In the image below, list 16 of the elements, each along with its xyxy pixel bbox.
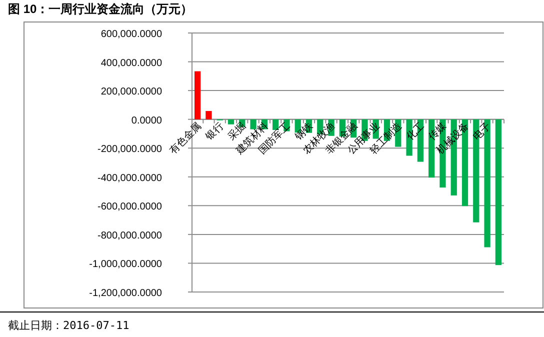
x-tick-label: 电子 xyxy=(470,120,494,143)
x-tick-label: 化工 xyxy=(404,120,427,143)
x-tick-label: 有色金属 xyxy=(166,120,204,157)
x-tick-label: 银行 xyxy=(203,120,226,144)
y-tick-label: 400,000.0000 xyxy=(100,58,162,69)
y-tick-label: -800,000.0000 xyxy=(97,230,162,242)
y-tick-label: 600,000.0000 xyxy=(100,29,162,40)
y-tick-label: -200,000.0000 xyxy=(97,144,162,156)
y-tick-label: -600,000.0000 xyxy=(97,202,162,213)
y-tick-label: 0.0000 xyxy=(131,115,162,126)
y-tick-label: -400,000.0000 xyxy=(97,172,162,184)
y-tick-label: -1,200,000.0000 xyxy=(89,288,162,299)
y-tick-label: 200,000.0000 xyxy=(100,86,162,98)
y-tick-label: -1,000,000.0000 xyxy=(89,259,162,270)
chart-title: 图 10：一周行业资金流向（万元） xyxy=(8,2,193,16)
text: 截止日期：2016-07-11 xyxy=(8,319,130,332)
